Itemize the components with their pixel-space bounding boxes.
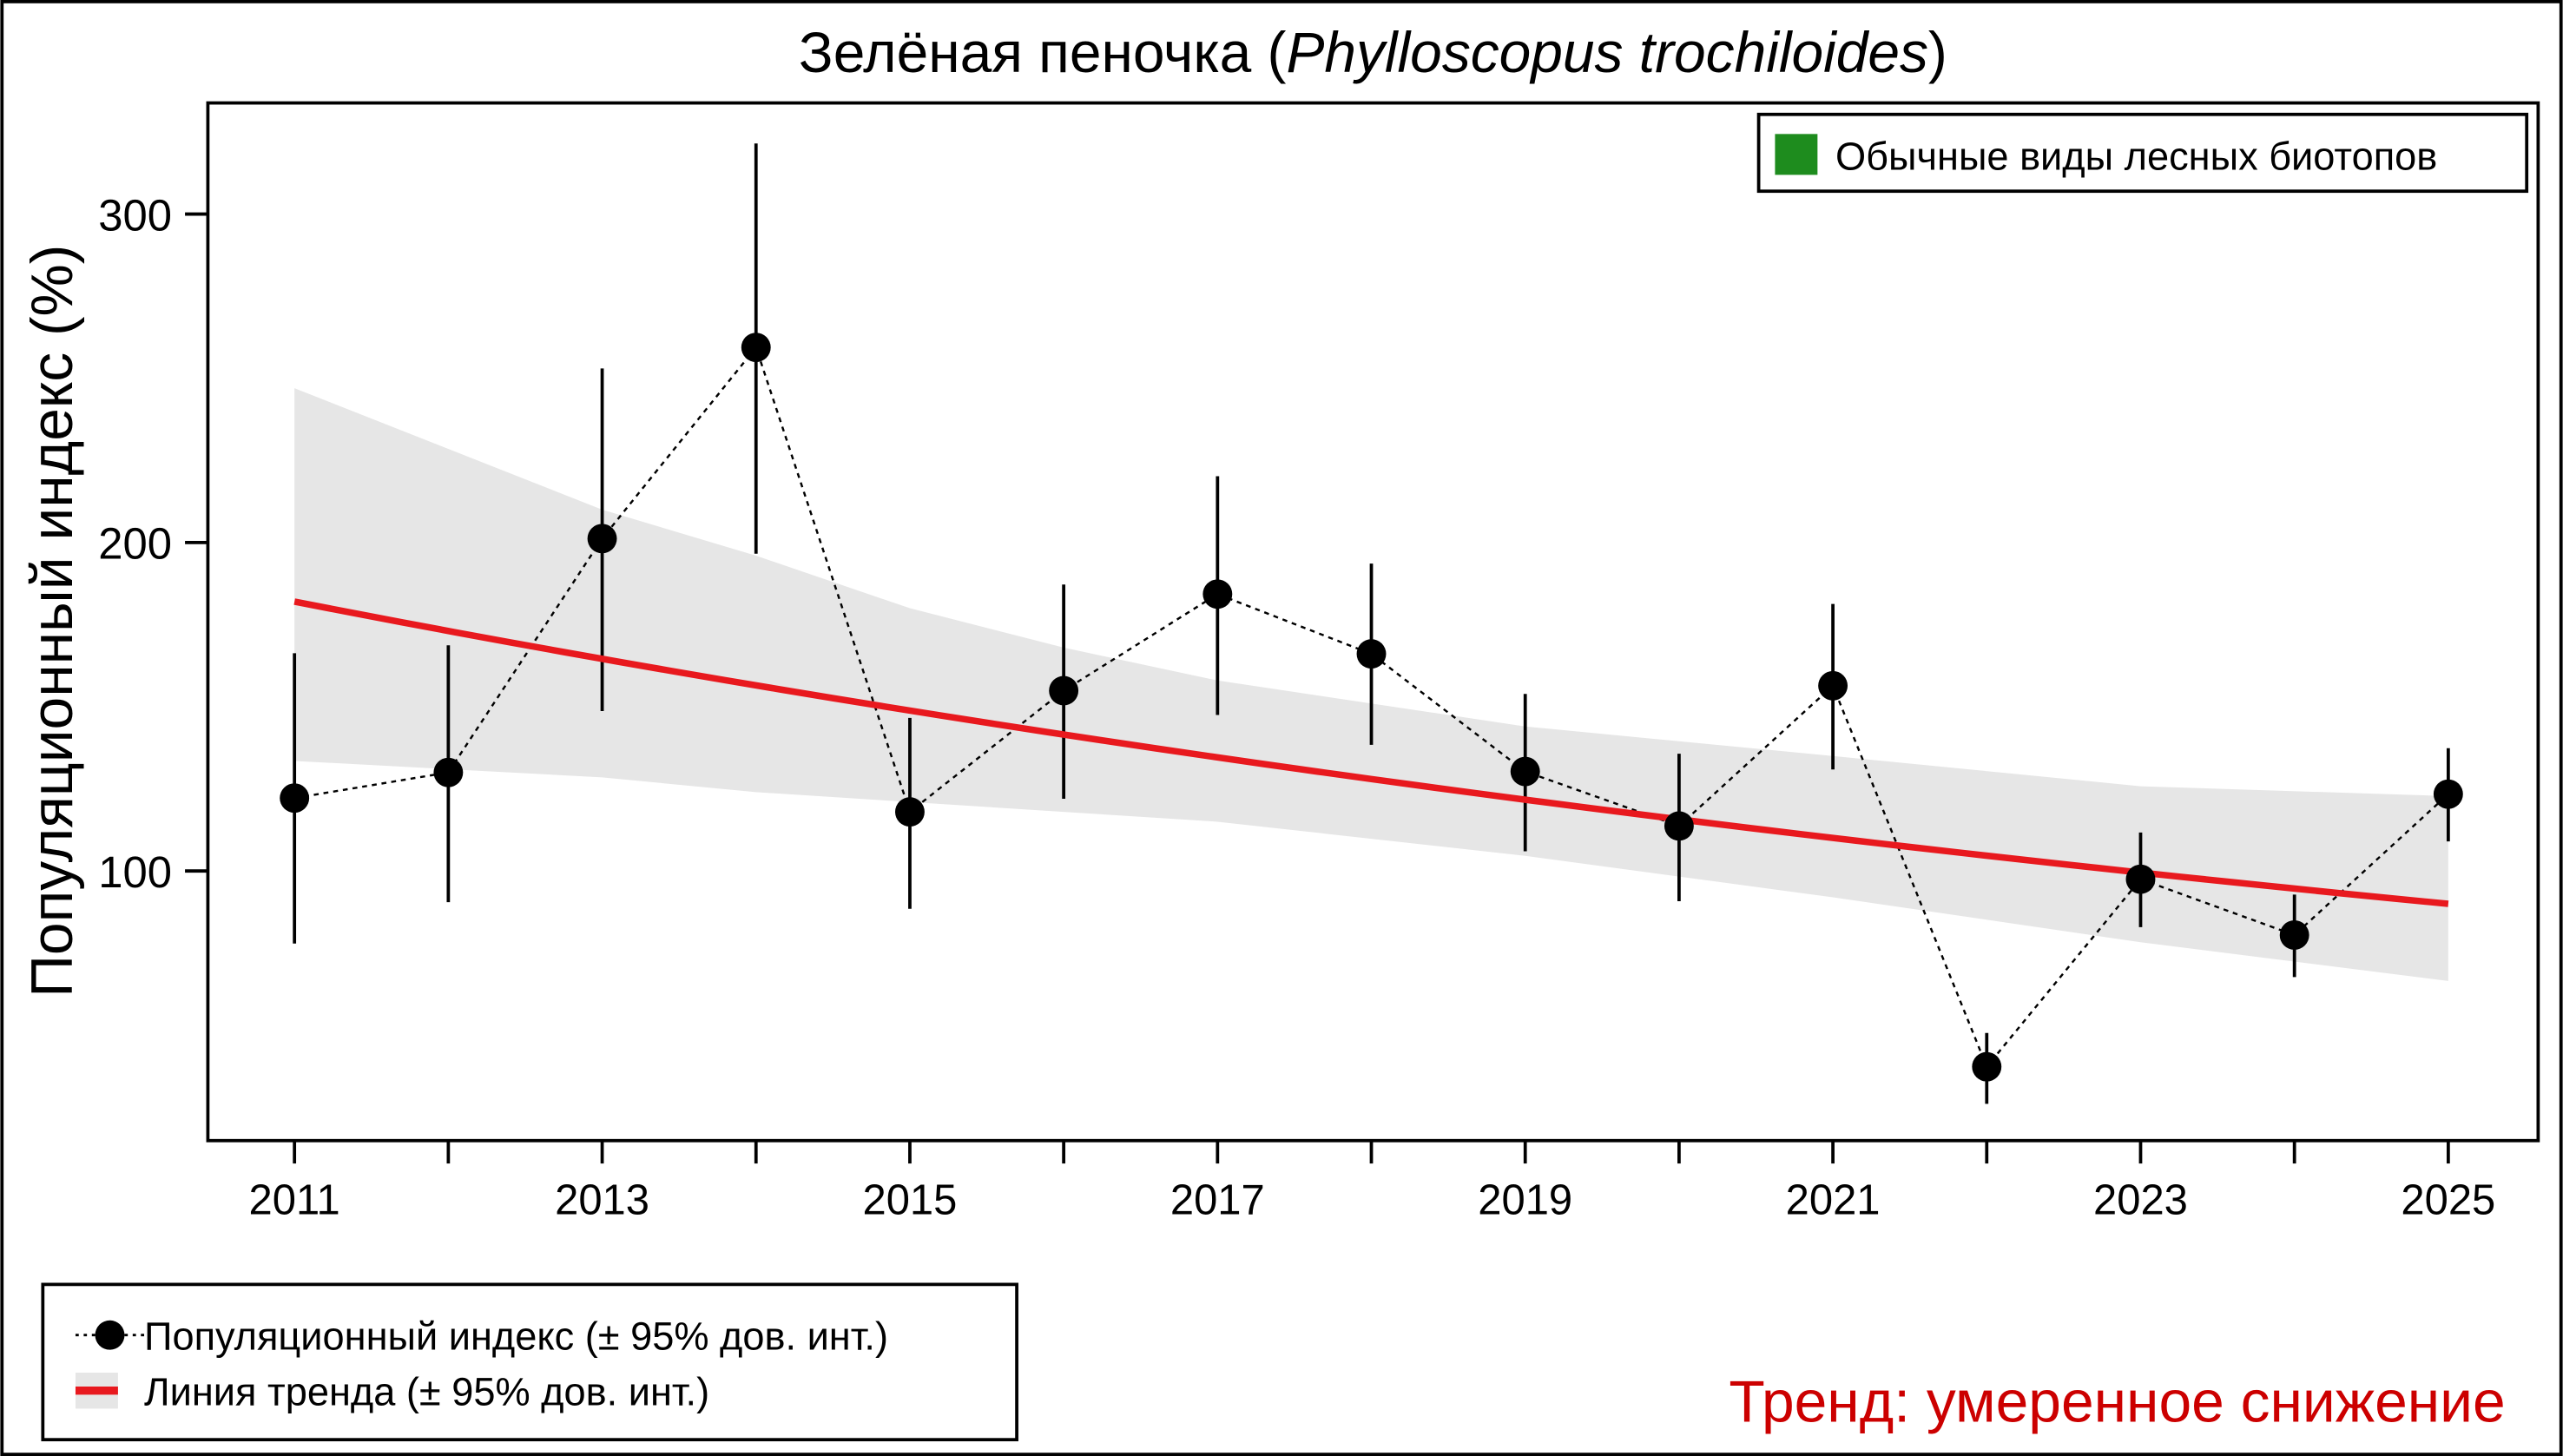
x-tick-label-2021: 2021 xyxy=(1786,1176,1881,1223)
data-point-2014 xyxy=(741,333,771,363)
y-tick-label-300: 300 xyxy=(98,190,172,240)
group-legend-box xyxy=(1756,112,2529,194)
legend-trend-label: Линия тренда (± 95% дов. инт.) xyxy=(144,1370,709,1414)
data-point-2012 xyxy=(433,757,464,787)
data-point-2011 xyxy=(280,783,310,814)
y-axis-label: Популяционный индекс (%) xyxy=(20,245,85,998)
data-point-2019 xyxy=(1510,756,1540,787)
x-tick-label-2015: 2015 xyxy=(863,1176,958,1223)
x-tick-label-2011: 2011 xyxy=(249,1176,340,1223)
x-tick-label-2017: 2017 xyxy=(1170,1176,1265,1223)
chart-title-end: ) xyxy=(1928,20,1947,84)
series-legend: Популяционный индекс (± 95% дов. инт.) Л… xyxy=(41,1282,1018,1442)
x-tick-label-2025: 2025 xyxy=(2401,1176,2495,1223)
x-tick-label-2023: 2023 xyxy=(2093,1176,2188,1223)
data-point-2024 xyxy=(2279,920,2309,950)
data-point-2018 xyxy=(1356,639,1387,669)
y-tick-label-100: 100 xyxy=(98,847,172,897)
plot-area xyxy=(280,143,2463,1104)
data-point-2025 xyxy=(2433,779,2463,809)
data-point-2016 xyxy=(1049,675,1079,706)
x-tick-label-2019: 2019 xyxy=(1478,1176,1572,1223)
chart-title: Зелёная пеночка (Phylloscopus trochiloid… xyxy=(799,20,1947,84)
group-legend-swatch xyxy=(1775,134,1818,175)
series-legend-box xyxy=(41,1282,1018,1442)
data-point-2022 xyxy=(1972,1051,2002,1082)
group-legend-label: Обычные виды лесных биотопов xyxy=(1835,135,2437,179)
data-point-2020 xyxy=(1664,811,1694,841)
y-tick-label-200: 200 xyxy=(98,519,172,569)
x-tick-label-2013: 2013 xyxy=(555,1176,649,1223)
legend-index-marker xyxy=(95,1320,125,1350)
trend-ci-band xyxy=(294,388,2448,981)
data-point-2021 xyxy=(1818,670,1848,701)
group-legend: Обычные виды лесных биотопов xyxy=(1756,112,2529,194)
x-axis: 2011 2013 2015 2017 2019 2021 2023 2025 xyxy=(249,1140,2495,1223)
chart-title-species: Phylloscopus trochiloides xyxy=(1286,20,1927,84)
trend-line xyxy=(293,598,2449,907)
y-axis: 100 200 300 xyxy=(98,190,208,897)
data-point-2023 xyxy=(2125,864,2156,894)
trend-verdict: Тренд: умеренное снижение xyxy=(1729,1369,2505,1434)
legend-index-label: Популяционный индекс (± 95% дов. инт.) xyxy=(144,1314,888,1359)
data-point-2015 xyxy=(895,797,925,827)
data-point-2013 xyxy=(587,524,617,554)
data-point-2017 xyxy=(1202,579,1233,609)
chart-title-main: Зелёная пеночка ( xyxy=(799,20,1287,84)
